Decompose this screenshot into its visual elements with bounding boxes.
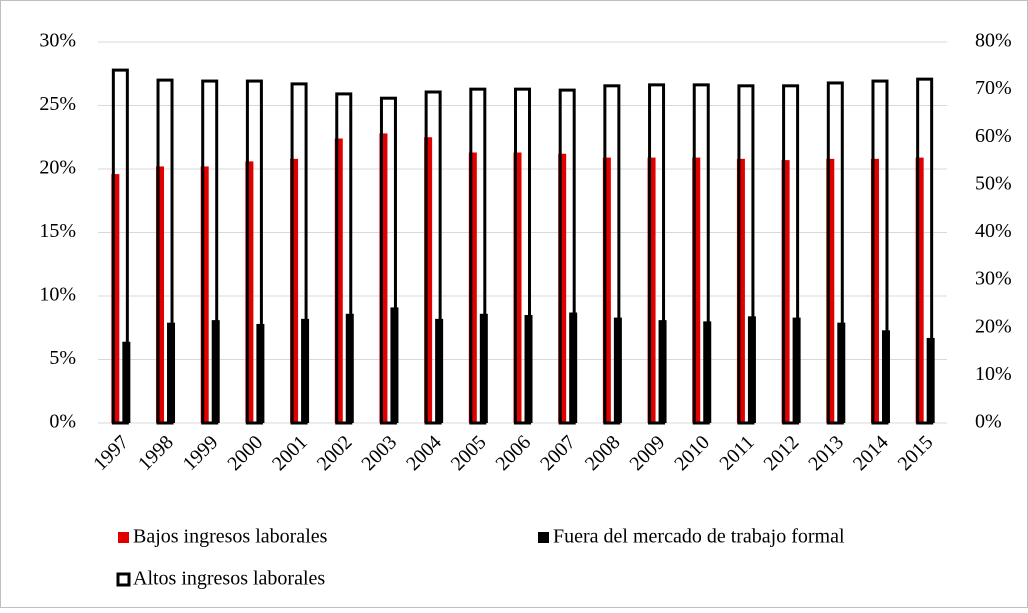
y2-tick-label: 10% [975,363,1012,385]
bar [737,84,755,425]
bar [245,79,263,425]
bar [647,157,656,423]
y-tick-label: 25% [39,93,76,115]
y2-tick-label: 0% [975,411,1002,433]
bar [826,81,844,425]
y-tick-label: 30% [39,30,76,52]
bar [156,166,165,423]
bar [871,79,889,425]
bar [603,84,621,425]
bar [692,83,710,425]
bar [692,157,701,423]
bar [156,78,174,425]
y2-tick-label: 70% [975,77,1012,99]
bar [781,160,790,424]
bar [558,88,576,425]
bar [915,157,924,423]
y2-tick-label: 60% [975,125,1012,147]
y2-tick-label: 20% [975,315,1012,337]
bar [602,157,611,423]
legend-swatch [116,572,131,587]
legend-swatch [538,532,549,543]
y2-tick-label: 50% [975,172,1012,194]
y-tick-label: 20% [39,157,76,179]
y2-tick-label: 80% [975,30,1012,52]
bar [111,68,129,425]
y2-tick-label: 30% [975,268,1012,290]
y-tick-label: 5% [49,347,76,369]
y-tick-label: 0% [49,411,76,433]
bar [513,152,522,424]
bar [201,79,219,425]
legend-label: Bajos ingresos laborales [133,526,328,548]
bar [424,137,433,423]
bar [379,96,397,425]
bar [200,166,209,423]
bar [379,133,388,423]
bar [514,87,531,425]
bar [245,161,254,423]
bar [424,90,442,425]
bar [335,92,353,425]
y-tick-label: 15% [39,220,76,242]
bar [826,158,835,423]
bar [870,158,879,423]
bar [648,83,666,425]
bar [558,153,567,423]
bar [290,82,308,425]
bar [468,152,477,424]
legend-swatch [118,532,129,543]
bar [782,84,800,425]
bar [469,87,487,425]
y-tick-label: 10% [39,284,76,306]
bar [736,158,745,423]
bar [916,77,934,425]
bar [111,174,120,423]
legend-label: Fuera del mercado de trabajo formal [553,526,845,548]
legend-label: Altos ingresos laborales [133,568,325,590]
bar [334,138,343,423]
y2-tick-label: 40% [975,220,1012,242]
bar [290,158,299,423]
